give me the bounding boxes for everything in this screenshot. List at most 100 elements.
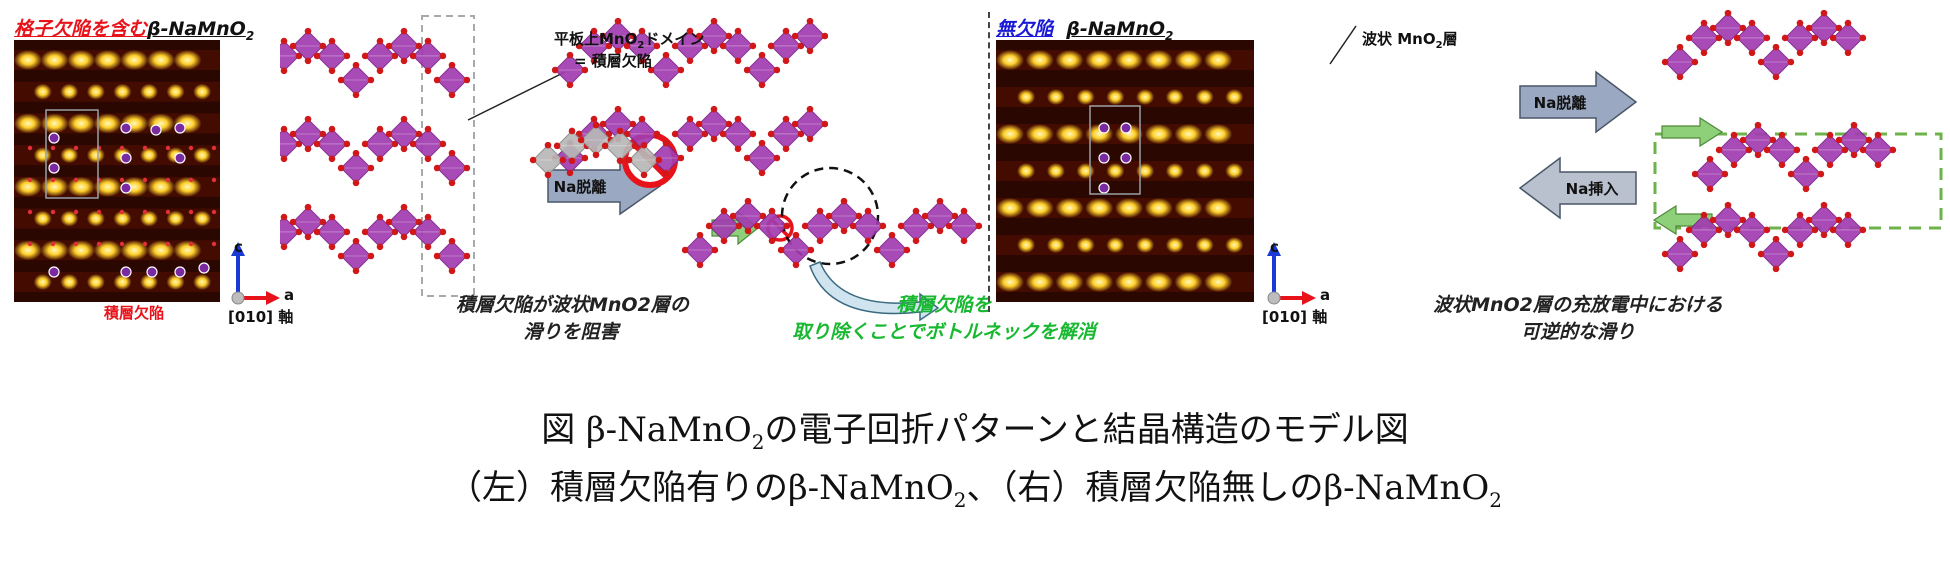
caption-reversible-slide: 波状MnO2層の充放電中における 可逆的な滑り: [1433, 294, 1723, 343]
oxygen-atom: [1796, 241, 1804, 249]
oxygen-atom: [1685, 34, 1693, 42]
oxygen-atom: [1685, 226, 1693, 234]
oxygen-atom: [681, 246, 689, 254]
diffraction-spot: [1076, 237, 1095, 253]
na-desorption-arrow-right: Na脱離: [1519, 70, 1638, 134]
oxygen-atom: [592, 121, 600, 129]
oxygen-atom: [791, 32, 799, 40]
superlattice-spot: [198, 262, 210, 274]
oxygen-atom: [840, 227, 848, 235]
oxygen-atom: [873, 246, 881, 254]
diffraction-spot: [1144, 272, 1173, 292]
oxygen-atom: [1841, 146, 1849, 154]
streak-dot: [96, 241, 102, 247]
superlattice-spot: [174, 266, 186, 278]
oxygen-atom: [601, 142, 609, 150]
superlattice-spot: [48, 162, 60, 174]
oxygen-atom: [840, 197, 848, 205]
slide-arrow-green-right-top: [1661, 116, 1724, 148]
diffraction-spot: [14, 240, 42, 261]
diffraction-spot: [1165, 237, 1184, 253]
oxygen-atom: [409, 228, 417, 236]
oxygen-atom: [1805, 216, 1813, 224]
oxygen-atom: [1748, 19, 1756, 27]
streak-dot: [165, 177, 171, 183]
oxygen-atom: [1739, 24, 1747, 32]
streak-dot: [27, 177, 33, 183]
oxygen-atom: [581, 154, 589, 162]
defective-structure-model: Na脱離: [280, 15, 983, 322]
oxygen-atom: [1811, 226, 1819, 234]
diffraction-spot: [14, 113, 42, 134]
oxygen-atom: [773, 66, 781, 74]
oxygen-atom: [1772, 43, 1780, 51]
oxygen-atom: [936, 227, 944, 235]
oxygen-atom: [614, 17, 622, 25]
superlattice-spot: [146, 266, 158, 278]
oxygen-atom: [1676, 43, 1684, 51]
diffraction-spot: [996, 272, 1024, 292]
oxygen-atom: [367, 164, 375, 172]
oxygen-atom: [391, 140, 399, 148]
oxygen-atom: [783, 222, 791, 230]
oxygen-atom: [677, 66, 685, 74]
oxygen-atom: [1715, 226, 1723, 234]
oxygen-atom: [415, 42, 423, 50]
oxygen-atom: [792, 261, 800, 269]
oxygen-atom: [415, 130, 423, 138]
oxygen-atom: [337, 76, 345, 84]
diffraction-spot: [113, 210, 132, 227]
stacking-fault-label: 積層欠陥: [104, 304, 165, 322]
diffraction-spot: [93, 176, 122, 197]
oxygen-atom: [638, 27, 646, 35]
oxygen-atom: [640, 141, 648, 149]
oxygen-atom: [831, 222, 839, 230]
oxygen-atom: [295, 228, 303, 236]
oxygen-atom: [753, 222, 761, 230]
streak-dot: [211, 145, 217, 151]
oxygen-atom: [1724, 39, 1732, 47]
superlattice-spot: [120, 122, 132, 134]
oxygen-atom: [1763, 146, 1771, 154]
oxygen-atom: [1835, 216, 1843, 224]
oxygen-atom: [391, 52, 399, 60]
diffraction-spot: [1025, 50, 1054, 70]
axis-c-left: c: [234, 238, 243, 256]
superlattice-spot: [1120, 122, 1132, 134]
axes-left: [231, 242, 280, 305]
oxygen-atom: [433, 76, 441, 84]
oxygen-atom: [695, 32, 703, 40]
oxygen-atom: [1748, 241, 1756, 249]
diffraction-spot: [120, 50, 149, 70]
diffraction-spot: [146, 240, 175, 261]
oxygen-atom: [463, 164, 471, 172]
curved-arrow-to-defect-free: [809, 261, 940, 322]
diffraction-spot: [40, 50, 69, 70]
oxygen-atom: [313, 140, 321, 148]
oxygen-atom: [328, 243, 336, 251]
oxygen-atom: [1757, 58, 1765, 66]
oxygen-atom: [792, 231, 800, 239]
oxygen-atom: [566, 81, 574, 89]
oxygen-atom: [711, 246, 719, 254]
defect-free-structure-model: Na脱離 Na挿入: [1329, 10, 1943, 273]
diffraction-spot: [1195, 237, 1214, 253]
oxygen-atom: [921, 212, 929, 220]
oxygen-atom: [319, 42, 327, 50]
oxygen-atom: [720, 237, 728, 245]
oxygen-atom: [897, 222, 905, 230]
oxygen-atom: [1805, 24, 1813, 32]
mno2-wavy-layer: [529, 121, 663, 179]
caption-blocking: 積層欠陥が波状MnO2層の 滑りを阻害: [456, 294, 689, 343]
oxygen-atom: [544, 171, 552, 179]
oxygen-atom: [1793, 146, 1801, 154]
mno2-wavy-layer: [280, 27, 471, 99]
oxygen-atom: [616, 157, 624, 165]
diffraction-spot: [996, 198, 1024, 218]
oxygen-atom: [1781, 34, 1789, 42]
oxygen-atom: [701, 42, 709, 50]
diffraction-spot: [166, 210, 185, 227]
oxygen-atom: [1778, 131, 1786, 139]
streak-dot: [188, 241, 194, 247]
diffraction-spot: [67, 240, 96, 261]
